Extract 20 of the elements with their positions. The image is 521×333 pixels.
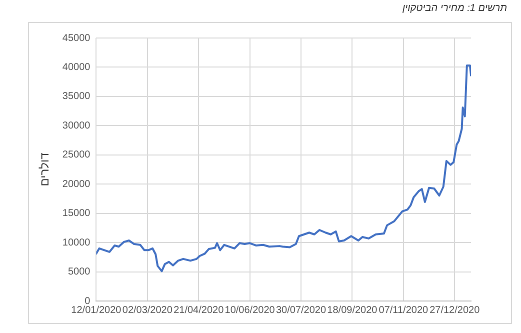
x-tick-label: 30/07/2020 [276, 304, 326, 316]
chart-title: תרשים 1: מחירי הביטקוין [402, 3, 507, 14]
y-tick-label: 25000 [62, 150, 91, 161]
y-tick-label: 35000 [62, 91, 91, 102]
y-tick-label: 0 [84, 296, 91, 307]
y-tick-label: 10000 [62, 237, 91, 248]
x-tick-label: 02/03/2020 [122, 304, 173, 316]
y-tick-label: 30000 [62, 120, 91, 132]
x-tick-label: 27/12/2020 [430, 304, 480, 316]
y-tick-label: 5000 [68, 266, 91, 278]
x-tick-label: 10/06/2020 [224, 304, 276, 316]
y-tick-label: 40000 [62, 62, 91, 73]
y-tick-label: 15000 [62, 208, 91, 220]
y-axis-title: דולרים [38, 152, 52, 186]
x-tick-label: 07/11/2020 [378, 304, 429, 316]
x-tick-label: 12/01/2020 [71, 304, 122, 316]
y-tick-label: 45000 [62, 32, 91, 44]
x-tick-label: 21/04/2020 [174, 304, 224, 316]
y-tick-label: 20000 [62, 178, 91, 190]
x-tick-label: 18/09/2020 [327, 304, 378, 316]
